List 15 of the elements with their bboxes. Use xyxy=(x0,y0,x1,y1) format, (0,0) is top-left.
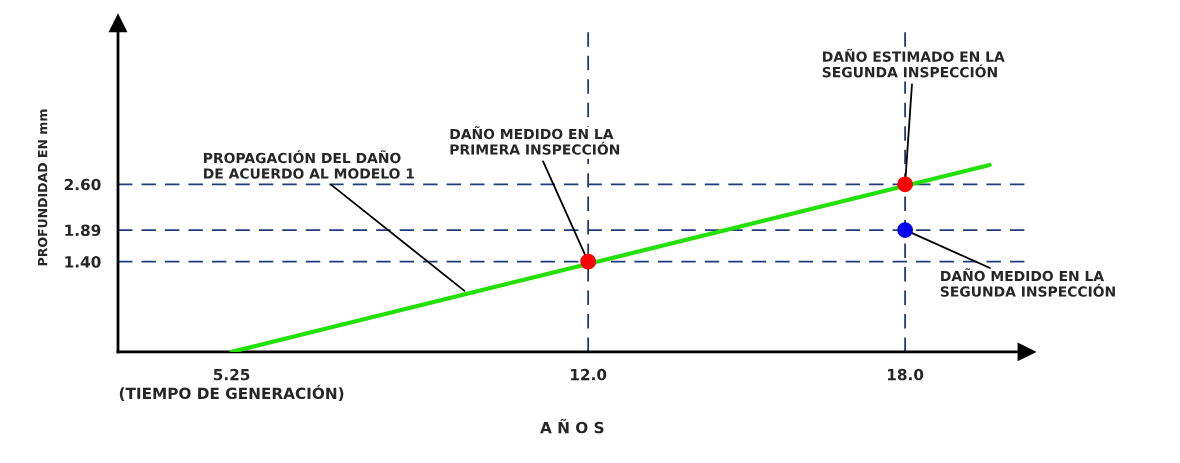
point xyxy=(897,176,913,193)
y-tick-label: 1.89 xyxy=(65,224,101,237)
point xyxy=(580,253,597,270)
x-tick-label: 5.25 (TIEMPO DE GENERACIÓN) xyxy=(119,368,344,401)
point xyxy=(897,222,913,238)
x-tick-label: 12.0 xyxy=(571,368,607,381)
y-axis-title: PROFUNDIDAD EN mm xyxy=(37,109,48,266)
y-tick-label: 1.40 xyxy=(65,256,101,268)
annotation: DAÑO MEDIDO EN LA SEGUNDA INSPECCIÓN xyxy=(940,268,1115,297)
x-axis-title: A Ñ O S xyxy=(540,418,604,434)
annotation: PROPAGACIÓN DEL DAÑO DE ACUERDO AL MODELO 1 xyxy=(204,150,414,179)
x-tick-label: 18.0 xyxy=(887,368,924,381)
y-tick-label: 2.60 xyxy=(64,178,101,191)
annotation: DAÑO ESTIMADO EN LA SEGUNDA INSPECCIÓN xyxy=(822,48,1005,78)
annotation: DAÑO MEDIDO EN LA PRIMERA INSPECCIÓN xyxy=(450,126,620,155)
